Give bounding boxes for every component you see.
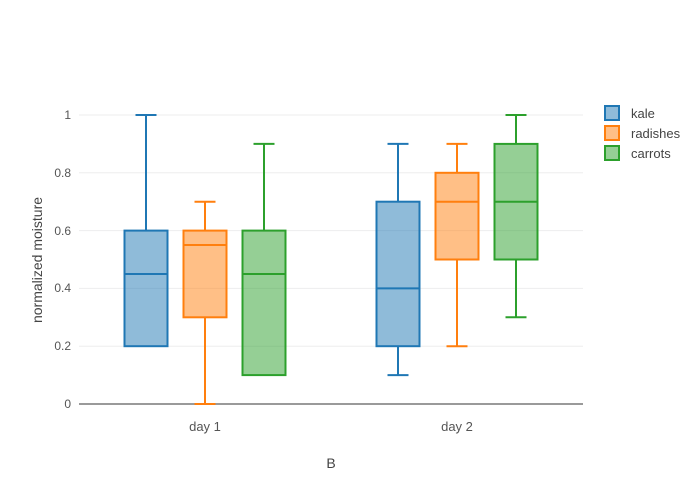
box-radishes-day-2: [434, 171, 480, 261]
legend-label-radishes: radishes: [631, 125, 681, 141]
legend-item-radishes[interactable]: radishes: [604, 123, 680, 143]
y-tick-label-0: 0: [64, 397, 71, 411]
y-tick-label-0.2: 0.2: [54, 339, 71, 354]
x-axis-title: B: [326, 455, 336, 471]
legend: kale radishes carrots: [604, 103, 680, 163]
box-carrots-day-1: [241, 229, 287, 377]
box-kale-day-2: [375, 200, 421, 348]
box-kale-day-1: [123, 229, 169, 348]
legend-item-kale[interactable]: kale: [604, 103, 680, 123]
y-tick-label-0.4: 0.4: [54, 281, 71, 296]
legend-label-carrots: carrots: [631, 145, 671, 161]
y-tick-label-0.6: 0.6: [54, 223, 71, 238]
x-tick-label-day-1: day 1: [189, 419, 221, 434]
legend-swatch-kale-icon: [604, 105, 620, 121]
legend-swatch-carrots-icon: [604, 145, 620, 161]
legend-label-kale: kale: [631, 105, 655, 121]
y-tick-label-0.8: 0.8: [54, 165, 71, 180]
legend-item-carrots[interactable]: carrots: [604, 143, 680, 163]
y-axis-title: normalized moisture: [29, 196, 45, 324]
y-tick-label-1: 1: [64, 108, 71, 122]
box-radishes-day-1: [182, 229, 228, 319]
legend-swatch-radishes-icon: [604, 125, 620, 141]
x-tick-label-day-2: day 2: [441, 419, 473, 434]
